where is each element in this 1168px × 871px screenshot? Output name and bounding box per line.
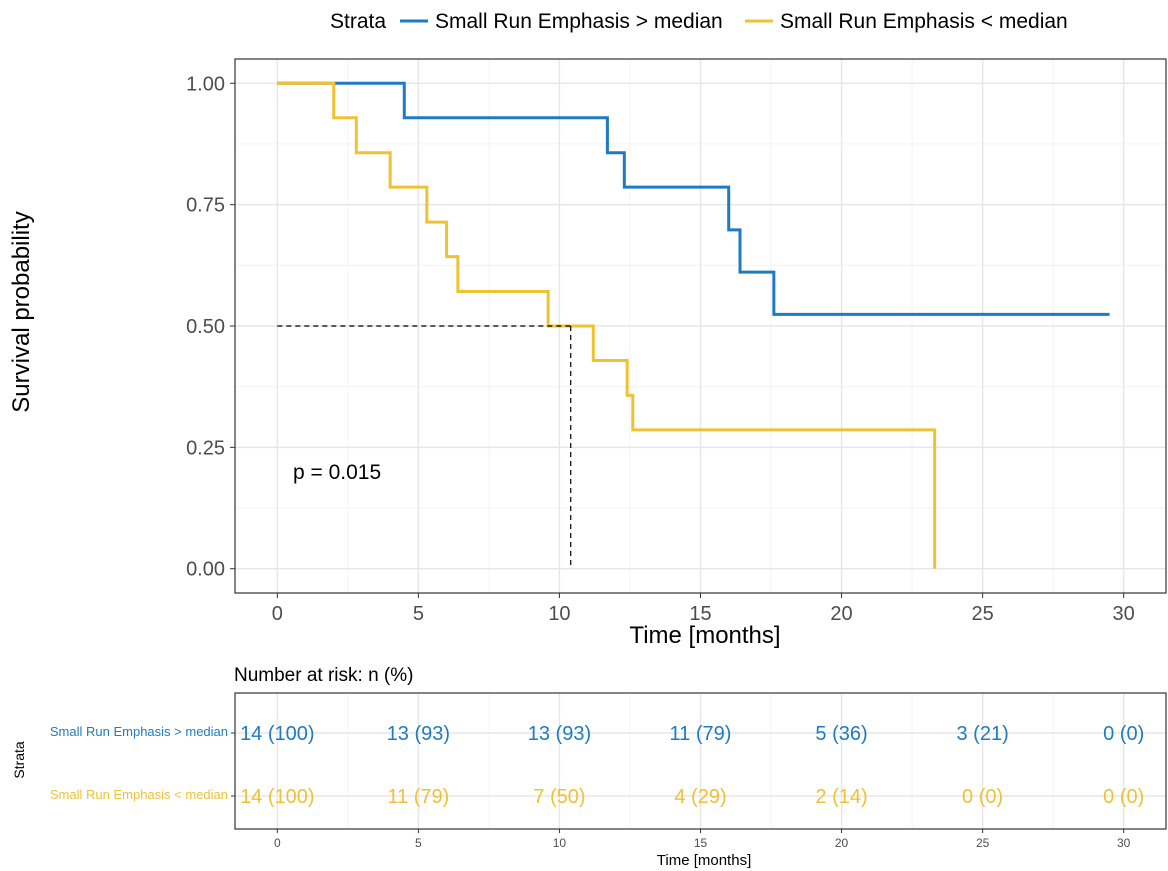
risk-table-cell: 11 (79): [670, 723, 732, 745]
x-tick-label: 30: [1113, 603, 1135, 625]
p-value-annotation: p = 0.015: [293, 461, 381, 484]
legend-label-1: Small Run Emphasis > median: [435, 10, 723, 33]
x-axis-title: Time [months]: [629, 622, 780, 649]
risk-table-cell: 0 (0): [962, 786, 1003, 808]
legend-label-2: Small Run Emphasis < median: [780, 10, 1068, 33]
plot-axis-ticks: 0 5 10 15 20 25 30 0.00 0.25 0.50 0.75 1.00: [186, 73, 1135, 625]
y-tick-label: 0.75: [186, 195, 225, 217]
x-tick-label: 15: [689, 603, 711, 625]
survival-curves: [277, 81, 1110, 569]
risk-table-cell: 13 (93): [387, 723, 450, 745]
risk-table-axis-ticks: 0 5 10 15 20 25 30: [231, 732, 1131, 850]
risk-table-title: Number at risk: n (%): [234, 665, 413, 686]
risk-table-cell: 4 (29): [674, 786, 726, 808]
risk-table-gridlines: [235, 693, 1166, 829]
legend-title: Strata: [330, 10, 386, 33]
risk-table-cell: 7 (50): [533, 786, 585, 808]
risk-x-tick-label: 15: [694, 836, 708, 850]
survival-curve-series-1: [277, 81, 1110, 316]
y-axis-title: Survival probability: [8, 211, 35, 412]
risk-table-cell: 0 (0): [1103, 723, 1144, 745]
risk-x-tick-label: 30: [1117, 836, 1131, 850]
y-tick-label: 0.50: [186, 316, 225, 338]
risk-x-tick-label: 0: [274, 836, 281, 850]
risk-row-label-1: Small Run Emphasis > median: [50, 724, 228, 739]
legend: Strata Small Run Emphasis > median Small…: [330, 10, 1068, 33]
x-tick-label: 5: [413, 603, 424, 625]
risk-table-cell: 3 (21): [956, 723, 1008, 745]
risk-table-cells: 14 (100) 13 (93) 13 (93) 11 (79) 5 (36) 3 (21…: [240, 723, 1144, 808]
y-tick-label: 1.00: [186, 73, 225, 95]
risk-table-cell: 14 (100): [240, 723, 315, 745]
risk-x-tick-label: 5: [415, 836, 422, 850]
x-tick-label: 25: [971, 603, 993, 625]
risk-table-cell: 5 (36): [815, 723, 867, 745]
y-tick-label: 0.25: [186, 437, 225, 459]
x-tick-label: 10: [548, 603, 570, 625]
risk-table-cell: 13 (93): [528, 723, 591, 745]
median-reference-lines: [277, 325, 572, 569]
risk-table-cell: 11 (79): [387, 786, 449, 808]
risk-table-x-title: Time [months]: [657, 852, 751, 869]
risk-row-label-2: Small Run Emphasis < median: [50, 787, 228, 802]
survival-curve-series-2: [277, 81, 937, 569]
risk-x-tick-label: 20: [835, 836, 849, 850]
risk-table-cell: 14 (100): [240, 786, 315, 808]
x-tick-label: 20: [830, 603, 852, 625]
risk-table-cell: 0 (0): [1103, 786, 1144, 808]
x-tick-label: 0: [272, 603, 283, 625]
survival-plot: 0 5 10 15 20 25 30 0.00 0.25 0.50 0.75 1.00 p = 0.0…: [8, 58, 1167, 649]
risk-table-cell: 2 (14): [815, 786, 867, 808]
risk-table: Number at risk: n (%) 0 5 10 15 20 25 30 14 (1…: [11, 665, 1167, 869]
risk-table-y-title: Strata: [11, 741, 27, 779]
risk-x-tick-label: 25: [976, 836, 990, 850]
y-tick-label: 0.00: [186, 559, 225, 581]
risk-x-tick-label: 10: [553, 836, 567, 850]
